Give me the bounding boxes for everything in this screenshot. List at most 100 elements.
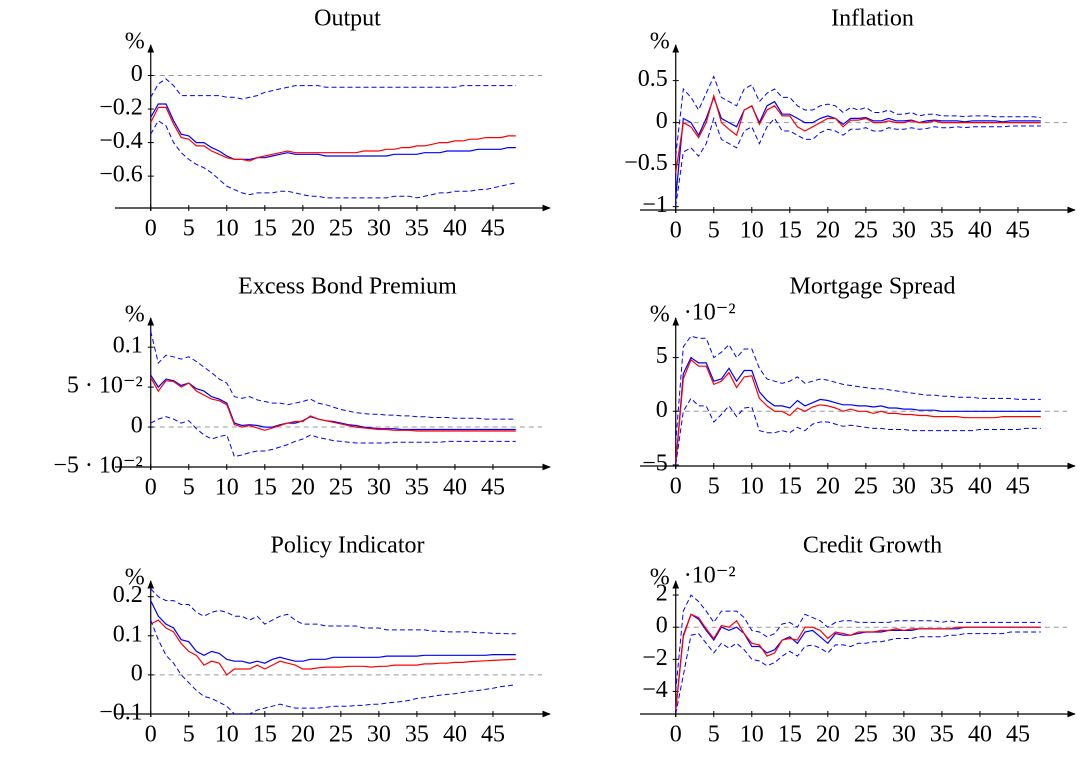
panel-title: Output (314, 6, 381, 32)
x-tick-label: 45 (481, 475, 505, 501)
response-line (675, 613, 1041, 711)
x-tick-label: 25 (329, 722, 353, 748)
panel: Excess Bond Premium%0 5 10 15 20 25 30 35 40 450.… (53, 274, 551, 501)
x-tick-label: 10 (215, 722, 239, 748)
y-tick-label: 0 (656, 108, 668, 134)
y-tick-label: −0.1 (99, 700, 143, 726)
panel-title: Credit Growth (803, 533, 942, 559)
band-line (150, 78, 516, 100)
x-tick-label: 5 (183, 722, 195, 748)
x-tick-label: 20 (291, 475, 315, 501)
y-axis-label: % (125, 302, 145, 328)
y-tick-label: −2 (642, 645, 668, 671)
band-line (150, 331, 516, 420)
x-tick-label: 0 (145, 216, 157, 242)
y-axis-label: % (650, 29, 670, 55)
response-line (150, 377, 516, 432)
y-tick-label: 0 (656, 397, 668, 423)
x-tick-label: 25 (854, 722, 878, 748)
x-tick-label: 0 (670, 218, 682, 244)
x-tick-label: 5 (708, 218, 720, 244)
panel-title: Policy Indicator (271, 533, 425, 559)
x-tick-label: 20 (816, 218, 840, 244)
panel: Inflation%0 5 10 15 20 25 30 35 40 450.50−0.5−1 (624, 6, 1076, 244)
panel: Credit Growth% ·10⁻²0 5 10 15 20 25 30 35 40 4520−… (640, 533, 1076, 748)
band-line (675, 594, 1041, 692)
x-tick-label: 5 (183, 475, 195, 501)
x-tick-label: 5 (183, 216, 195, 242)
x-tick-label: 5 (708, 722, 720, 748)
y-tick-label: −4 (642, 677, 668, 703)
axis-multiplier: ·10⁻² (684, 563, 736, 589)
y-tick-label: 5 · 10⁻² (67, 373, 143, 399)
x-tick-label: 15 (778, 474, 802, 500)
x-tick-label: 20 (291, 722, 315, 748)
y-tick-label: 0.5 (638, 66, 668, 92)
y-tick-label: −0.2 (99, 95, 143, 121)
x-tick-label: 10 (740, 474, 764, 500)
x-tick-label: 25 (329, 216, 353, 242)
x-tick-label: 40 (968, 474, 992, 500)
x-tick-label: 35 (405, 475, 429, 501)
axis-multiplier: ·10⁻² (684, 300, 736, 326)
response-line (675, 358, 1041, 465)
x-tick-label: 20 (291, 216, 315, 242)
x-tick-label: 45 (481, 216, 505, 242)
y-tick-label: −5 · 10⁻² (53, 453, 142, 479)
x-tick-label: 30 (367, 216, 391, 242)
y-tick-label: −0.5 (624, 150, 668, 176)
band-line (675, 397, 1041, 465)
band-line (675, 335, 1041, 444)
panel-title: Inflation (831, 6, 914, 32)
x-tick-label: 10 (740, 218, 764, 244)
x-tick-label: 10 (740, 722, 764, 748)
x-tick-label: 40 (443, 216, 467, 242)
y-tick-label: −1 (642, 192, 668, 218)
band-line (150, 120, 516, 199)
y-tick-label: −0.6 (99, 162, 143, 188)
y-tick-label: 0 (131, 61, 143, 87)
x-tick-label: 20 (816, 474, 840, 500)
x-tick-label: 45 (1006, 218, 1030, 244)
panel: Output%0 5 10 15 20 25 30 35 40 450−0.2−0.4−0.6 (99, 6, 551, 242)
band-line (675, 631, 1041, 715)
band-line (150, 416, 516, 458)
band-line (150, 588, 516, 635)
x-tick-label: 30 (367, 722, 391, 748)
y-tick-label: 0.1 (113, 621, 143, 647)
y-tick-label: 0 (131, 660, 143, 686)
response-line (150, 374, 516, 431)
x-tick-label: 30 (367, 475, 391, 501)
x-tick-label: 35 (930, 218, 954, 244)
panel-title: Mortgage Spread (790, 274, 956, 300)
y-tick-label: 0 (131, 413, 143, 439)
panel: Mortgage Spread% ·10⁻²0 5 10 15 20 25 30 35 40 455… (640, 274, 1076, 500)
band-line (675, 116, 1041, 207)
x-tick-label: 40 (968, 722, 992, 748)
y-tick-label: 5 (656, 343, 668, 369)
band-line (150, 619, 516, 715)
response-line (150, 106, 516, 162)
y-tick-label: 0.2 (113, 582, 143, 608)
x-tick-label: 45 (481, 722, 505, 748)
y-tick-label: 0 (656, 613, 668, 639)
x-tick-label: 25 (854, 218, 878, 244)
x-tick-label: 45 (1006, 722, 1030, 748)
x-tick-label: 40 (443, 722, 467, 748)
response-line (150, 619, 516, 676)
x-tick-label: 0 (145, 722, 157, 748)
panel-title: Excess Bond Premium (238, 274, 457, 300)
x-tick-label: 35 (930, 722, 954, 748)
x-tick-label: 0 (670, 474, 682, 500)
x-tick-label: 45 (1006, 474, 1030, 500)
panel: Policy Indicator%0 5 10 15 20 25 30 35 40 450.20.… (99, 533, 551, 748)
x-tick-label: 25 (854, 474, 878, 500)
x-tick-label: 25 (329, 475, 353, 501)
response-line (150, 103, 516, 160)
y-tick-label: 0.1 (113, 333, 143, 359)
x-tick-label: 5 (708, 474, 720, 500)
x-tick-label: 35 (405, 722, 429, 748)
x-tick-label: 30 (892, 474, 916, 500)
x-tick-label: 35 (405, 216, 429, 242)
